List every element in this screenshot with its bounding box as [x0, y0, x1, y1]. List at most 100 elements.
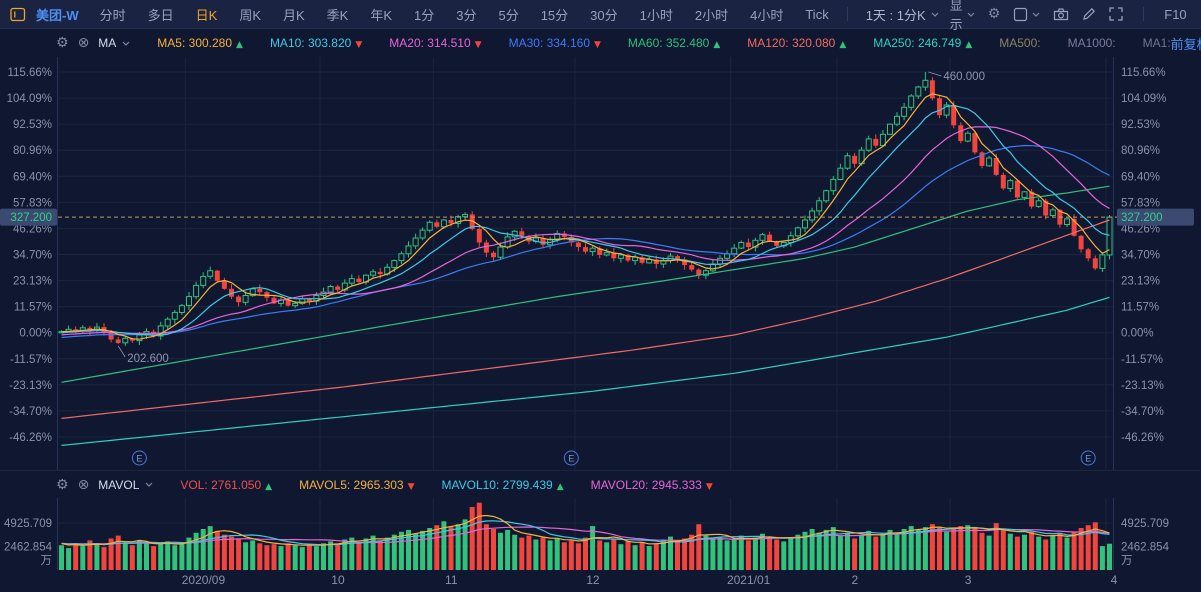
x-axis-label-2: 2 — [851, 573, 859, 587]
indicator-close-icon[interactable]: ⊗ — [77, 476, 90, 493]
indicator-value-MA120[interactable]: MA120: 320.080 ▲ — [747, 36, 847, 50]
indicator-name-dropdown[interactable]: MA — [98, 36, 130, 50]
grid-layout-selector[interactable] — [1013, 7, 1040, 22]
svg-text:69.40%: 69.40% — [13, 171, 52, 183]
svg-text:-11.57%: -11.57% — [10, 354, 52, 366]
x-axis-label-10: 10 — [331, 573, 345, 587]
screenshot-camera-icon[interactable] — [1053, 7, 1069, 21]
period-tab-2小时[interactable]: 2小时 — [694, 7, 729, 23]
period-tab-周K[interactable]: 周K — [239, 7, 261, 23]
composite-period-selector[interactable]: 1天 : 1分K — [855, 5, 950, 24]
volume-bar-chart[interactable]: 4925.709 4925.7092462.854 2462.854万万 — [0, 498, 1201, 572]
up-arrow-icon: ▲ — [556, 481, 564, 492]
down-arrow-icon: ▼ — [474, 40, 482, 50]
svg-text:23.13%: 23.13% — [13, 276, 52, 288]
indicator-value-VOL[interactable]: VOL: 2761.050 ▲ — [180, 477, 273, 492]
svg-text:2462.854: 2462.854 — [1121, 542, 1170, 554]
svg-text:104.09%: 104.09% — [7, 93, 52, 105]
down-arrow-icon: ▼ — [705, 481, 713, 492]
period-tab-分时[interactable]: 分时 — [99, 7, 126, 23]
indicator-value-MA20[interactable]: MA20: 314.510 ▼ — [389, 36, 482, 50]
period-tab-Tick[interactable]: Tick — [805, 6, 829, 22]
indicator-value-MA1000-disabled[interactable]: MA1000: — [1067, 36, 1116, 50]
indicator-close-icon[interactable]: ⊗ — [77, 35, 90, 51]
indicator-value-MAVOL20[interactable]: MAVOL20: 2945.333 ▼ — [590, 477, 713, 492]
x-axis-label-4: 4 — [1110, 573, 1118, 587]
svg-text:11.57%: 11.57% — [1121, 302, 1159, 314]
period-tab-季K[interactable]: 季K — [326, 7, 349, 23]
period-tab-15分[interactable]: 15分 — [540, 7, 569, 23]
period-tab-3分[interactable]: 3分 — [456, 7, 477, 23]
svg-text:-46.26%: -46.26% — [1121, 432, 1164, 444]
composite-period-label: 1天 : 1分K — [865, 7, 926, 23]
period-tab-1小时[interactable]: 1小时 — [639, 7, 673, 23]
indicator-value-MA60[interactable]: MA60: 352.480 ▲ — [627, 36, 721, 50]
svg-text:万: 万 — [41, 555, 53, 567]
ma-values-list: MA5: 300.280 ▲ MA10: 303.820 ▼ MA20: 314.510… — [130, 36, 1170, 50]
indicator-value-MA10[interactable]: MA10: 303.820 ▼ — [269, 36, 363, 50]
svg-text:57.83%: 57.83% — [13, 197, 52, 209]
indicator-value-MA5[interactable]: MA5: 300.280 ▲ — [157, 36, 243, 50]
x-axis-label-2021-01: 2021/01 — [726, 573, 771, 587]
chevron-down-icon — [145, 482, 153, 487]
period-tab-5分[interactable]: 5分 — [498, 7, 519, 23]
down-arrow-icon: ▼ — [355, 40, 363, 50]
indicator-name-dropdown[interactable]: MAVOL — [98, 478, 153, 492]
svg-text:-34.70%: -34.70% — [1121, 406, 1164, 418]
indicator-value-MA30[interactable]: MA30: 334.160 ▼ — [508, 36, 601, 50]
period-tab-4小时[interactable]: 4小时 — [750, 7, 784, 23]
svg-text:327.200: 327.200 — [1121, 212, 1163, 224]
svg-text:23.13%: 23.13% — [1121, 276, 1160, 288]
up-arrow-icon: ▲ — [236, 40, 243, 50]
left-panel-toggle-icon[interactable] — [10, 7, 26, 22]
indicator-value-MAVOL10[interactable]: MAVOL10: 2799.439 ▲ — [441, 477, 564, 492]
svg-text:-23.13%: -23.13% — [1121, 380, 1164, 392]
divider — [846, 7, 848, 21]
x-axis-labels: 2020/09 10 11 12 2021/01 2 3 4 — [0, 570, 1201, 592]
svg-text:460.000: 460.000 — [943, 71, 985, 83]
svg-text:115.66%: 115.66% — [7, 67, 52, 79]
svg-text:202.600: 202.600 — [127, 353, 169, 365]
indicator-name: MA — [98, 36, 117, 50]
indicator-value-MAVOL5[interactable]: MAVOL5: 2965.303 ▼ — [299, 477, 415, 492]
svg-text:327.200: 327.200 — [10, 212, 52, 224]
period-tab-日K[interactable]: 日K — [195, 7, 218, 23]
indicator-value-MA500-disabled[interactable]: MA500: — [999, 36, 1041, 50]
svg-text:E: E — [1085, 454, 1091, 464]
down-arrow-icon: ▼ — [407, 481, 415, 492]
ma-indicator-bar: ⚙ ⊗ MA MA5: 300.280 ▲ MA10: 303.820 ▼ MA20: … — [0, 29, 1201, 57]
svg-text:4925.709: 4925.709 — [4, 518, 52, 530]
period-tab-多日[interactable]: 多日 — [147, 7, 174, 23]
svg-text:92.53%: 92.53% — [1121, 119, 1160, 131]
period-tab-月K[interactable]: 月K — [282, 7, 305, 23]
period-tab-年K[interactable]: 年K — [370, 7, 392, 23]
toolbar-right-tools: 显示 ⚙ F10 — [950, 0, 1201, 33]
period-tab-1分[interactable]: 1分 — [414, 7, 435, 23]
indicator-settings-gear-icon[interactable]: ⚙ — [56, 35, 69, 51]
main-candlestick-chart[interactable]: 115.66% 115.66% 104.09% 104.09% 92.53% 92.53%… — [0, 57, 1201, 470]
x-axis-label-11: 11 — [445, 573, 458, 587]
adjust-mode-button[interactable]: 前复权 — [1170, 36, 1201, 52]
indicator-value-MA1-disabled[interactable]: MA1: — [1142, 36, 1171, 50]
drawing-pencil-icon[interactable] — [1082, 7, 1096, 21]
volume-indicator-bar: ⚙ ⊗ MAVOL VOL: 2761.050 ▲ MAVOL5: 2965.303… — [0, 470, 1201, 498]
svg-text:115.66%: 115.66% — [1121, 67, 1166, 79]
period-tab-30分[interactable]: 30分 — [590, 7, 618, 23]
indicator-settings-gear-icon[interactable]: ⚙ — [56, 476, 69, 493]
up-arrow-icon: ▲ — [965, 40, 973, 50]
svg-text:69.40%: 69.40% — [1121, 171, 1160, 183]
x-axis-label-3: 3 — [964, 573, 972, 587]
chevron-down-icon — [931, 12, 939, 17]
fullscreen-expand-icon[interactable] — [1109, 7, 1123, 21]
f10-button[interactable]: F10 — [1164, 6, 1187, 22]
svg-text:2462.854: 2462.854 — [4, 542, 53, 554]
stock-name[interactable]: 美团-W — [36, 7, 79, 23]
x-axis-label-12: 12 — [586, 573, 600, 587]
svg-text:-23.13%: -23.13% — [9, 380, 52, 392]
up-arrow-icon: ▲ — [839, 40, 847, 50]
svg-text:34.70%: 34.70% — [1121, 250, 1160, 262]
divider — [1143, 7, 1145, 21]
display-settings-dropdown[interactable]: 显示 — [950, 0, 975, 33]
indicator-value-MA250[interactable]: MA250: 246.749 ▲ — [873, 36, 973, 50]
chart-settings-gear-icon[interactable]: ⚙ — [987, 6, 1001, 22]
